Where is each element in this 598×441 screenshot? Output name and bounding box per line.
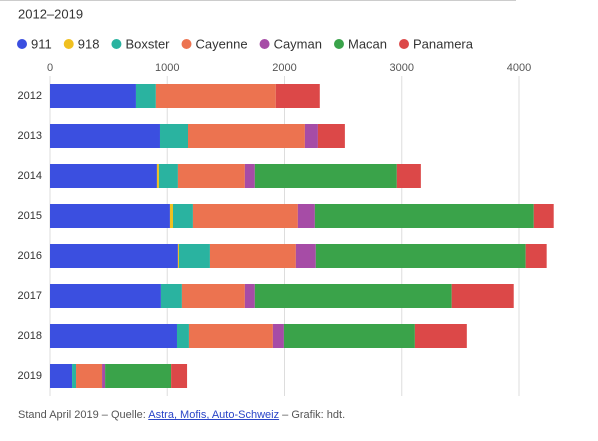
legend-label: Cayenne — [196, 36, 248, 51]
source-prefix: Stand April 2019 – Quelle: — [18, 409, 146, 421]
bar-segment — [275, 84, 320, 108]
bar-segment — [160, 284, 182, 308]
bar-segment — [315, 244, 526, 268]
bar-segment — [178, 244, 210, 268]
bar-segment — [72, 364, 77, 388]
x-tick-label: 4000 — [507, 62, 531, 74]
bar-segment — [76, 364, 103, 388]
bar-segment — [135, 84, 156, 108]
bar-segment — [297, 204, 315, 228]
bar-segment — [177, 164, 245, 188]
legend-label: Boxster — [125, 36, 170, 51]
bar-segment — [50, 204, 170, 228]
bar-segment — [254, 164, 397, 188]
bar-segment — [414, 324, 467, 348]
y-tick-label: 2016 — [18, 250, 42, 262]
bar-segment — [304, 124, 318, 148]
bar-segment — [50, 84, 136, 108]
legend-label: Cayman — [274, 36, 322, 51]
legend-label: Panamera — [413, 36, 474, 51]
y-tick-label: 2017 — [18, 290, 42, 302]
bar-segment — [314, 204, 534, 228]
bar-segment — [244, 164, 255, 188]
bar-segment — [158, 164, 178, 188]
y-tick-label: 2019 — [18, 370, 42, 382]
legend-label: Macan — [348, 36, 387, 51]
bar-segment — [283, 324, 415, 348]
bar-segment — [169, 204, 173, 228]
x-tick-label: 0 — [47, 62, 53, 74]
legend-label: 918 — [78, 36, 100, 51]
bar-segment — [50, 164, 157, 188]
bar-segment — [155, 84, 276, 108]
bar-segment — [451, 284, 514, 308]
legend-swatch — [63, 39, 74, 49]
x-tick-label: 3000 — [390, 62, 414, 74]
bar-segment — [172, 204, 193, 228]
bar-segment — [159, 124, 189, 148]
bar-segment — [396, 164, 421, 188]
bar-segment — [50, 124, 160, 148]
y-tick-label: 2014 — [18, 170, 42, 182]
bar-segment — [50, 244, 178, 268]
legend-swatch — [111, 39, 122, 49]
legend-swatch — [259, 39, 270, 49]
bar-segment — [188, 124, 305, 148]
credit: – Grafik: hdt. — [282, 409, 346, 421]
legend-label: 911 — [31, 36, 52, 51]
legend-swatch — [399, 39, 410, 49]
legend-swatch — [181, 39, 192, 49]
bar-segment — [50, 324, 177, 348]
y-tick-label: 2013 — [18, 130, 42, 142]
bar-segment — [171, 364, 188, 388]
bar-segment — [177, 244, 179, 268]
bar-segment — [254, 284, 452, 308]
bar-segment — [50, 364, 73, 388]
bar-segment — [105, 364, 172, 388]
y-tick-label: 2015 — [18, 210, 42, 222]
bar-segment — [272, 324, 284, 348]
legend-swatch — [333, 39, 344, 49]
x-tick-label: 1000 — [155, 62, 179, 74]
legend-swatch — [17, 39, 27, 49]
bar-segment — [192, 204, 298, 228]
bar-segment — [102, 364, 106, 388]
y-tick-label: 2018 — [18, 330, 42, 342]
bar-segment — [244, 284, 255, 308]
bar-segment — [50, 284, 161, 308]
bar-segment — [188, 324, 273, 348]
chart: 2012–2019 911 918 Boxster Cayenne Cayman Maca… — [0, 0, 554, 396]
bar-segment — [181, 284, 245, 308]
bar-segment — [156, 164, 159, 188]
bar-segment — [295, 244, 316, 268]
bar-segment — [525, 244, 547, 268]
y-tick-label: 2012 — [18, 90, 42, 102]
source-link[interactable]: Astra, Mofis, Auto-Schweiz — [148, 409, 280, 421]
bar-segment — [176, 324, 189, 348]
bar-segment — [209, 244, 296, 268]
bar-segment — [317, 124, 345, 148]
x-tick-label: 2000 — [272, 62, 296, 74]
bar-segment — [533, 204, 554, 228]
chart-subtitle: 2012–2019 — [18, 6, 83, 21]
footer: Stand April 2019 – Quelle: Astra, Mofis,… — [18, 409, 345, 421]
